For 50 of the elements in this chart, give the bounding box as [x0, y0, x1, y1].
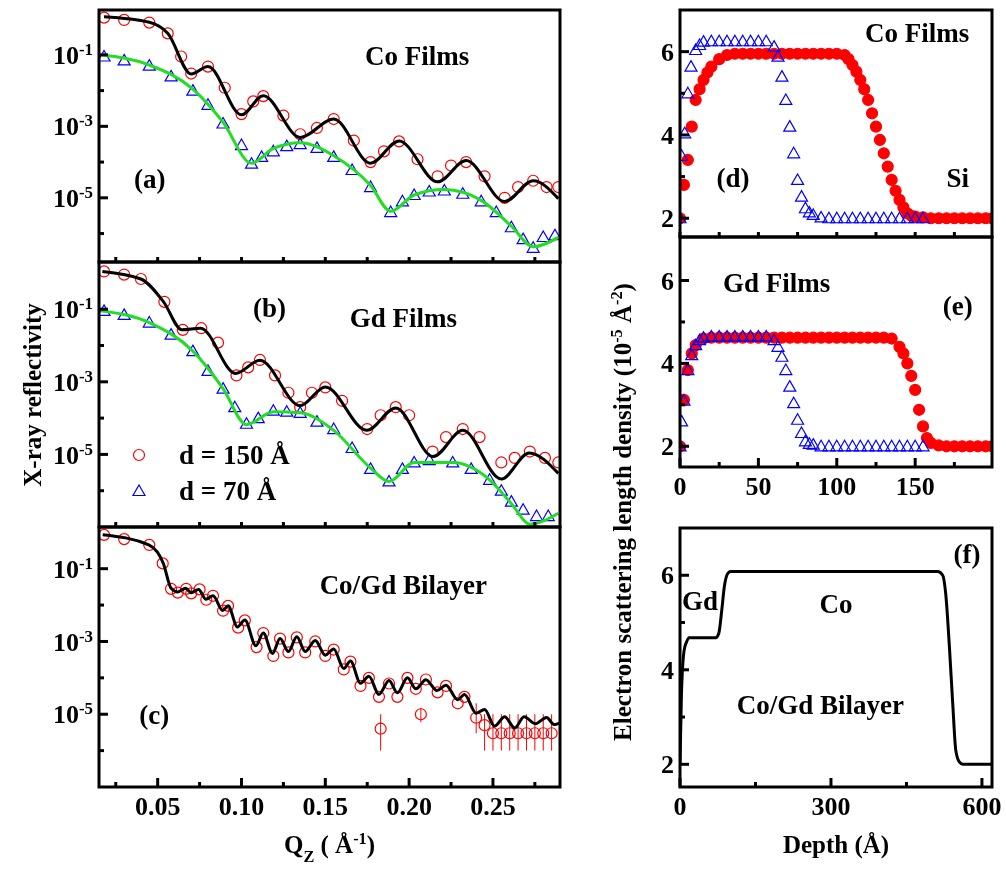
x-tick-label: 0 [673, 472, 687, 501]
x-axis-title: Q$_{Z}$ ( Å$^{-1}$) [283, 830, 376, 866]
y-tick-label: 10$^{-3}$ [52, 626, 93, 657]
annotation: Si [946, 163, 970, 194]
x-tick-label: 150 [895, 472, 935, 501]
x-tick-label: 0.10 [218, 792, 265, 821]
y-tick-label: 4 [661, 349, 674, 379]
annotation: Co Films [364, 40, 470, 71]
annotation: (d) [716, 163, 750, 194]
y-tick-label: 10$^{-5}$ [52, 698, 93, 730]
annotation: (a) [133, 164, 166, 195]
x-tick-label: 100 [817, 472, 857, 501]
x-tick-label: 0 [673, 792, 687, 821]
y-tick-label: 2 [661, 204, 674, 234]
x-tick-label: 300 [811, 792, 851, 821]
annotation: Co [819, 588, 853, 619]
y-tick-label: 10$^{-5}$ [52, 439, 93, 470]
annotation: Co/Gd Bilayer [736, 689, 905, 720]
x-tick-label: 0.25 [470, 792, 516, 821]
x-tick-label: 50 [745, 472, 772, 501]
annotation: (c) [139, 699, 170, 730]
legend-label: d = 70 Å [179, 476, 277, 507]
y-tick-label: 6 [661, 561, 674, 591]
x-axis-title: Depth (Å) [782, 831, 890, 859]
legend-label: d = 150 Å [179, 440, 291, 471]
annotation: Gd Films [349, 303, 457, 334]
y-tick-label: 2 [661, 432, 674, 462]
y-tick-label: 10$^{-1}$ [52, 39, 93, 70]
y-axis-title: X-ray reflectivity [18, 302, 46, 487]
annotation: Gd [681, 585, 718, 616]
y-tick-label: 6 [661, 37, 674, 67]
x-tick-label: 0.20 [386, 792, 432, 821]
y-tick-label: 2 [661, 750, 674, 780]
y-tick-label: 10$^{-3}$ [52, 110, 93, 142]
annotation: (e) [942, 291, 973, 322]
annotation: Co Films [864, 18, 970, 49]
y-tick-label: 10$^{-1}$ [52, 553, 93, 584]
x-tick-label: 0.05 [134, 792, 181, 821]
y-tick-label: 4 [661, 121, 674, 151]
annotation: Co/Gd Bilayer [319, 569, 487, 600]
y-tick-label: 10$^{-1}$ [52, 293, 93, 325]
x-tick-label: 600 [962, 792, 1002, 821]
annotation: (b) [253, 292, 287, 323]
x-tick-label: 0.15 [302, 792, 349, 821]
y-tick-label: 6 [661, 266, 674, 296]
annotation: (f) [953, 539, 981, 570]
y-tick-label: 10$^{-3}$ [52, 366, 93, 397]
y-tick-label: 4 [661, 655, 674, 685]
y-tick-label: 10$^{-5}$ [52, 182, 93, 213]
annotation: Gd Films [723, 268, 831, 299]
